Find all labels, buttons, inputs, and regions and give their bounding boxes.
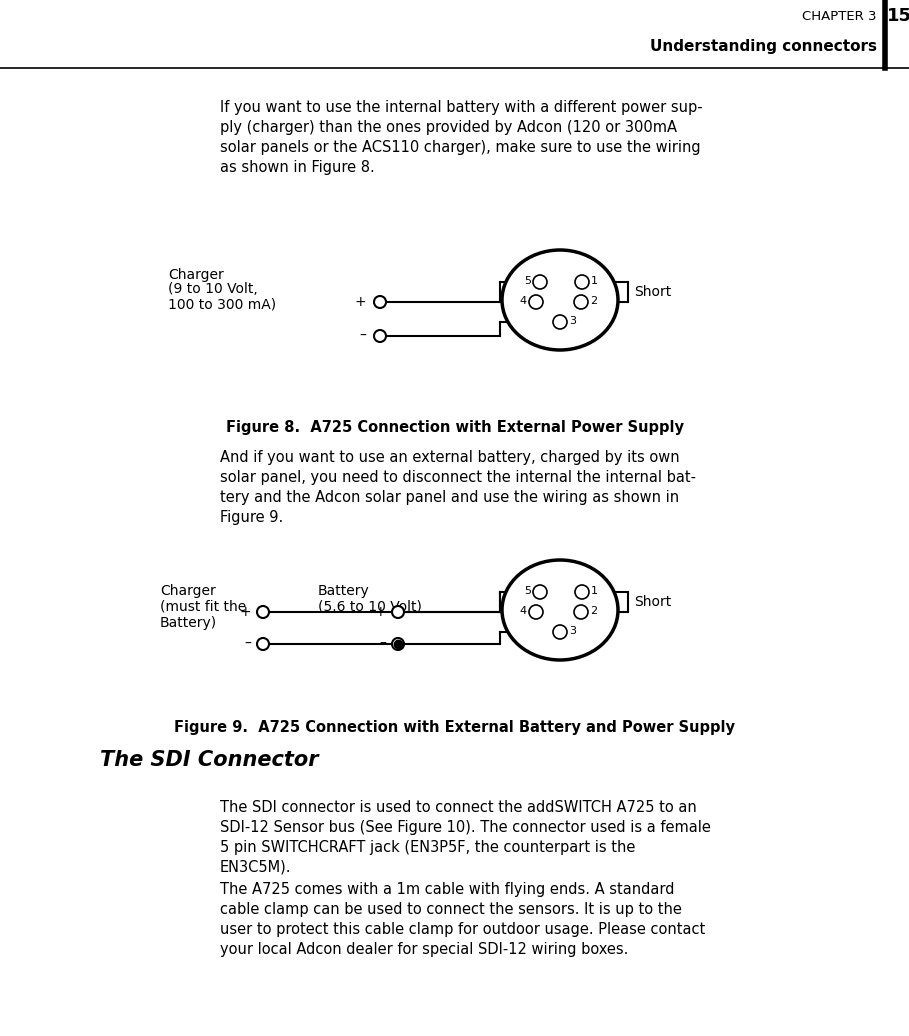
Circle shape xyxy=(374,330,386,342)
Circle shape xyxy=(392,638,404,650)
Ellipse shape xyxy=(502,250,618,350)
Text: user to protect this cable clamp for outdoor usage. Please contact: user to protect this cable clamp for out… xyxy=(220,922,705,937)
Text: ply (charger) than the ones provided by Adcon (120 or 300mA: ply (charger) than the ones provided by … xyxy=(220,120,677,135)
Circle shape xyxy=(575,585,589,599)
Text: The SDI connector is used to connect the addSWITCH A725 to an: The SDI connector is used to connect the… xyxy=(220,800,697,815)
Text: –: – xyxy=(359,329,366,343)
Circle shape xyxy=(529,605,543,618)
Text: 3: 3 xyxy=(569,316,576,326)
Text: tery and the Adcon solar panel and use the wiring as shown in: tery and the Adcon solar panel and use t… xyxy=(220,490,679,505)
Circle shape xyxy=(553,625,567,639)
Text: (must fit the: (must fit the xyxy=(160,600,246,614)
Text: Figure 8.  A725 Connection with External Power Supply: Figure 8. A725 Connection with External … xyxy=(225,420,684,435)
Text: Battery): Battery) xyxy=(160,616,217,630)
Text: Figure 9.: Figure 9. xyxy=(220,510,284,525)
Text: 5: 5 xyxy=(524,276,531,286)
Text: The SDI Connector: The SDI Connector xyxy=(100,750,318,770)
Text: 1: 1 xyxy=(591,276,598,286)
Text: 4: 4 xyxy=(520,296,527,306)
Text: 2: 2 xyxy=(590,606,597,616)
Circle shape xyxy=(574,295,588,309)
Text: 100 to 300 mA): 100 to 300 mA) xyxy=(168,298,276,312)
Text: SDI-12 Sensor bus (See Figure 10). The connector used is a female: SDI-12 Sensor bus (See Figure 10). The c… xyxy=(220,821,711,835)
Text: CHAPTER 3: CHAPTER 3 xyxy=(803,9,877,23)
Circle shape xyxy=(574,605,588,618)
Circle shape xyxy=(529,295,543,309)
Text: 4: 4 xyxy=(520,606,527,616)
Circle shape xyxy=(533,585,547,599)
Circle shape xyxy=(575,275,589,289)
Text: If you want to use the internal battery with a different power sup-: If you want to use the internal battery … xyxy=(220,100,703,115)
Text: 5 pin SWITCHCRAFT jack (EN3P5F, the counterpart is the: 5 pin SWITCHCRAFT jack (EN3P5F, the coun… xyxy=(220,840,635,855)
Text: The A725 comes with a 1m cable with flying ends. A standard: The A725 comes with a 1m cable with flyi… xyxy=(220,882,674,897)
Text: as shown in Figure 8.: as shown in Figure 8. xyxy=(220,160,375,175)
Text: 5: 5 xyxy=(524,586,531,596)
Text: 3: 3 xyxy=(569,626,576,636)
Ellipse shape xyxy=(502,560,618,660)
Text: Charger: Charger xyxy=(160,584,215,598)
Text: 15: 15 xyxy=(886,7,909,25)
Text: solar panels or the ACS110 charger), make sure to use the wiring: solar panels or the ACS110 charger), mak… xyxy=(220,140,701,155)
Text: Figure 9.  A725 Connection with External Battery and Power Supply: Figure 9. A725 Connection with External … xyxy=(174,720,735,735)
Circle shape xyxy=(257,606,269,618)
Circle shape xyxy=(533,275,547,289)
Text: solar panel, you need to disconnect the internal the internal bat-: solar panel, you need to disconnect the … xyxy=(220,470,696,485)
Text: cable clamp can be used to connect the sensors. It is up to the: cable clamp can be used to connect the s… xyxy=(220,902,682,917)
Text: (5.6 to 10 Volt): (5.6 to 10 Volt) xyxy=(318,600,422,614)
Text: +: + xyxy=(375,605,386,618)
Text: (9 to 10 Volt,: (9 to 10 Volt, xyxy=(168,282,258,296)
Text: 2: 2 xyxy=(590,296,597,306)
Text: Short: Short xyxy=(634,595,671,609)
Text: –: – xyxy=(245,637,251,651)
Text: Charger: Charger xyxy=(168,268,224,282)
Text: 1: 1 xyxy=(591,586,598,596)
Circle shape xyxy=(374,296,386,308)
Text: +: + xyxy=(239,605,251,618)
Text: And if you want to use an external battery, charged by its own: And if you want to use an external batte… xyxy=(220,450,680,465)
Text: EN3C5M).: EN3C5M). xyxy=(220,860,292,875)
Text: Short: Short xyxy=(634,285,671,299)
Text: your local Adcon dealer for special SDI-12 wiring boxes.: your local Adcon dealer for special SDI-… xyxy=(220,942,628,957)
Text: Battery: Battery xyxy=(318,584,370,598)
Circle shape xyxy=(257,638,269,650)
Text: –: – xyxy=(379,637,386,651)
Circle shape xyxy=(392,606,404,618)
Text: Understanding connectors: Understanding connectors xyxy=(650,38,877,54)
Text: +: + xyxy=(355,295,366,309)
Circle shape xyxy=(553,315,567,329)
